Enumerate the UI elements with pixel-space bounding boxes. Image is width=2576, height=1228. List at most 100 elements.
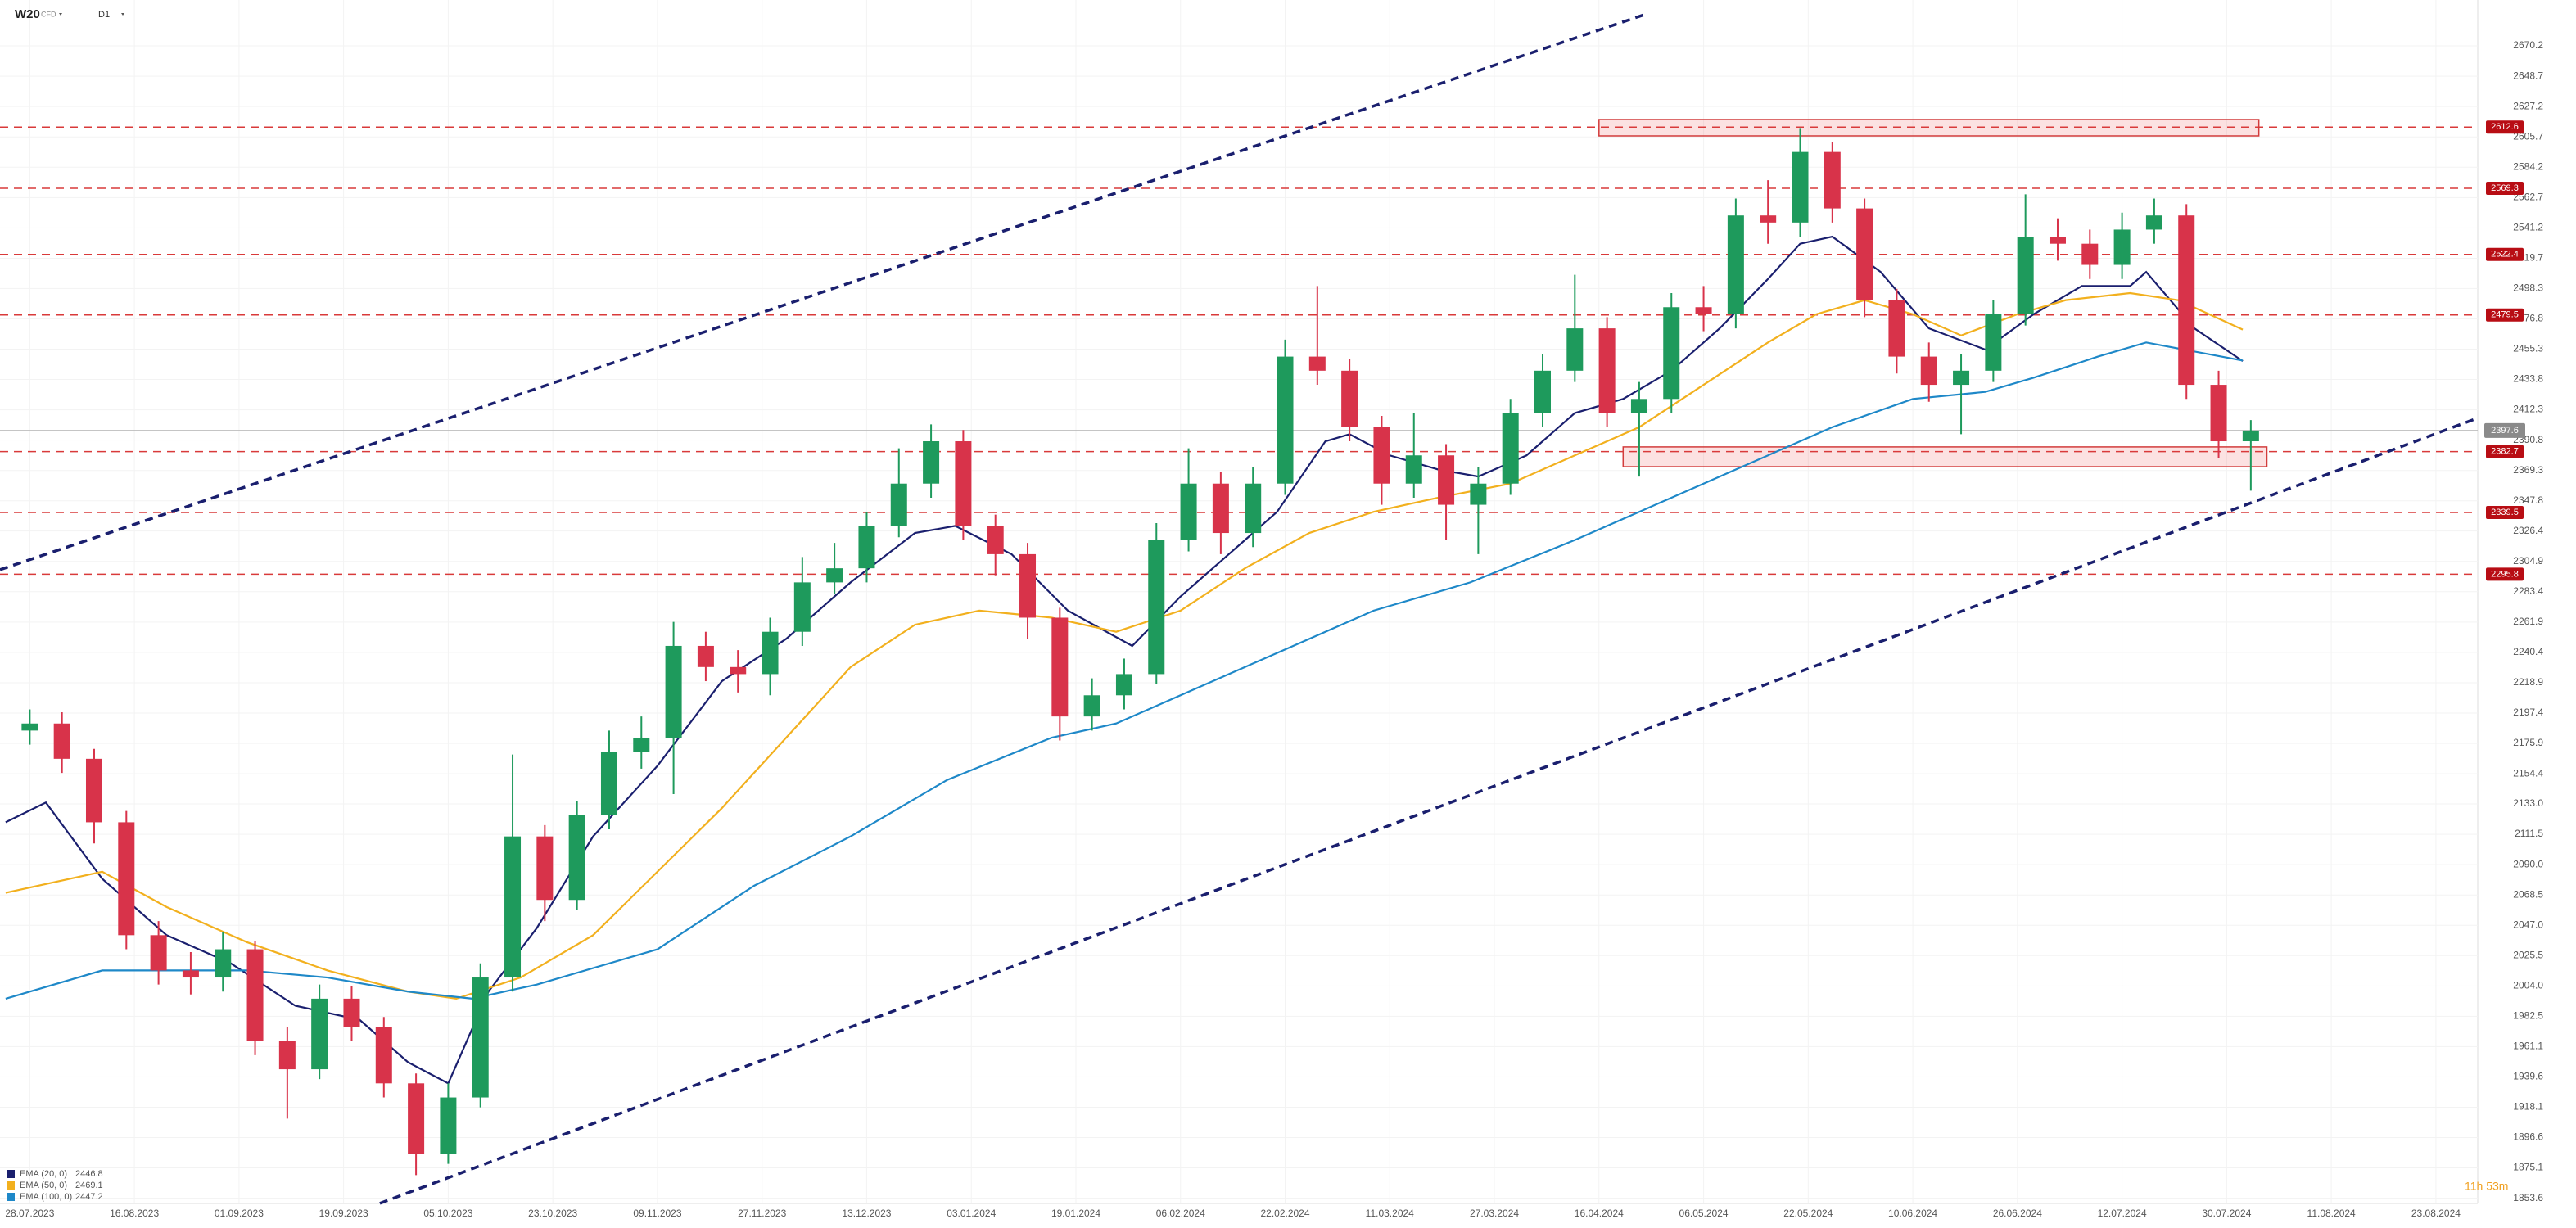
countdown: 11h 53m	[2465, 1180, 2508, 1193]
level-label: 2522.4	[2491, 250, 2519, 260]
candle-body	[440, 1097, 457, 1154]
candle-body	[53, 723, 70, 759]
candle-body	[1824, 151, 1841, 209]
candle-body	[182, 970, 199, 978]
candle-body	[955, 441, 972, 526]
y-tick-label: 1961.1	[2513, 1040, 2543, 1051]
candle-body	[1245, 483, 1262, 534]
x-tick-label: 22.02.2024	[1260, 1208, 1309, 1219]
candle-body	[762, 631, 779, 675]
x-tick-label: 27.03.2024	[1470, 1208, 1519, 1219]
x-tick-label: 16.08.2023	[110, 1208, 159, 1219]
y-tick-label: 2347.8	[2513, 494, 2543, 506]
y-tick-label: 2498.3	[2513, 282, 2543, 294]
candle-body	[2145, 215, 2162, 230]
candle-body	[1920, 356, 1937, 386]
legend-name: EMA (50, 0)	[20, 1181, 67, 1190]
x-tick-label: 28.07.2023	[5, 1208, 54, 1219]
candle-body	[2049, 237, 2066, 244]
x-tick-label: 03.01.2024	[947, 1208, 996, 1219]
level-label-box	[2486, 445, 2524, 458]
y-tick-label: 2648.7	[2513, 70, 2543, 81]
candle-body	[1663, 307, 1680, 400]
candle-body	[1792, 151, 1809, 223]
level-label: 2612.6	[2491, 122, 2519, 132]
instrument-type: CFD	[41, 10, 56, 18]
legend-name: EMA (20, 0)	[20, 1169, 67, 1179]
y-tick-label: 2175.9	[2513, 737, 2543, 748]
x-tick-label: 22.05.2024	[1783, 1208, 1833, 1219]
x-tick-label: 26.06.2024	[1993, 1208, 2042, 1219]
x-tick-label: 11.03.2024	[1366, 1208, 1414, 1219]
candle-body	[1695, 307, 1712, 314]
candle-body	[923, 441, 940, 484]
y-tick-label: 2004.0	[2513, 980, 2543, 991]
dropdown-arrow[interactable]	[121, 13, 124, 16]
candle-body	[1115, 674, 1132, 696]
level-label: 2479.5	[2491, 310, 2519, 320]
y-tick-label: 2197.4	[2513, 707, 2543, 718]
x-tick-label: 06.05.2024	[1679, 1208, 1729, 1219]
legend-swatch	[7, 1181, 15, 1190]
candle-body	[1534, 370, 1552, 413]
candle-body	[1308, 356, 1326, 371]
candle-body	[85, 758, 102, 823]
timeframe[interactable]: D1	[98, 10, 110, 20]
y-tick-label: 2240.4	[2513, 646, 2543, 657]
candle-body	[1856, 208, 1873, 300]
level-label-box	[2486, 308, 2524, 322]
candle-body	[890, 483, 907, 526]
x-tick-label: 12.07.2024	[2098, 1208, 2147, 1219]
level-label: 2569.3	[2491, 183, 2519, 193]
y-tick-label: 2541.2	[2513, 222, 2543, 233]
candle-body	[568, 815, 585, 901]
x-tick-label: 23.10.2023	[528, 1208, 577, 1219]
y-tick-label: 2326.4	[2513, 525, 2543, 536]
candle-body	[2113, 229, 2131, 265]
symbol[interactable]: W20	[15, 7, 40, 21]
candle-body	[1148, 540, 1165, 675]
candle-body	[1566, 328, 1584, 371]
candle-body	[311, 998, 328, 1070]
x-tick-label: 16.04.2024	[1575, 1208, 1624, 1219]
candle-body	[730, 666, 747, 675]
y-tick-label: 2218.9	[2513, 676, 2543, 688]
y-tick-label: 1939.6	[2513, 1071, 2543, 1082]
candle-body	[504, 836, 522, 978]
level-label: 2339.5	[2491, 508, 2519, 517]
candle-body	[1438, 455, 1455, 505]
level-label: 2382.7	[2491, 447, 2519, 457]
y-tick-label: 1982.5	[2513, 1010, 2543, 1022]
x-tick-label: 19.01.2024	[1051, 1208, 1100, 1219]
candle-body	[21, 723, 38, 731]
candle-body	[343, 998, 360, 1027]
x-tick-label: 13.12.2023	[842, 1208, 891, 1219]
candle-body	[408, 1083, 425, 1154]
current-price-label: 2397.6	[2491, 426, 2519, 436]
y-tick-label: 2670.2	[2513, 39, 2543, 51]
x-tick-label: 30.07.2024	[2202, 1208, 2251, 1219]
candle-body	[633, 737, 650, 752]
dropdown-arrow[interactable]	[59, 13, 62, 16]
legend-swatch	[7, 1170, 15, 1178]
x-tick-label: 10.06.2024	[1888, 1208, 1937, 1219]
legend-swatch	[7, 1193, 15, 1201]
y-tick-label: 2369.3	[2513, 464, 2543, 476]
plot-layer: 2670.22648.72627.22605.72584.22562.72541…	[0, 0, 2543, 1219]
y-tick-label: 2090.0	[2513, 858, 2543, 869]
candle-body	[1727, 215, 1744, 314]
candle-body	[246, 949, 264, 1041]
candle-body	[375, 1027, 392, 1084]
candle-body	[826, 568, 843, 583]
candle-body	[600, 752, 617, 815]
x-tick-label: 01.09.2023	[215, 1208, 264, 1219]
candle-body	[1470, 483, 1487, 505]
trend-line	[379, 416, 2479, 1205]
y-tick-label: 2412.3	[2513, 404, 2543, 415]
level-label-box	[2486, 181, 2524, 195]
y-tick-label: 2584.2	[2513, 160, 2543, 172]
candle-body	[1502, 413, 1519, 484]
candle-body	[1405, 455, 1422, 484]
